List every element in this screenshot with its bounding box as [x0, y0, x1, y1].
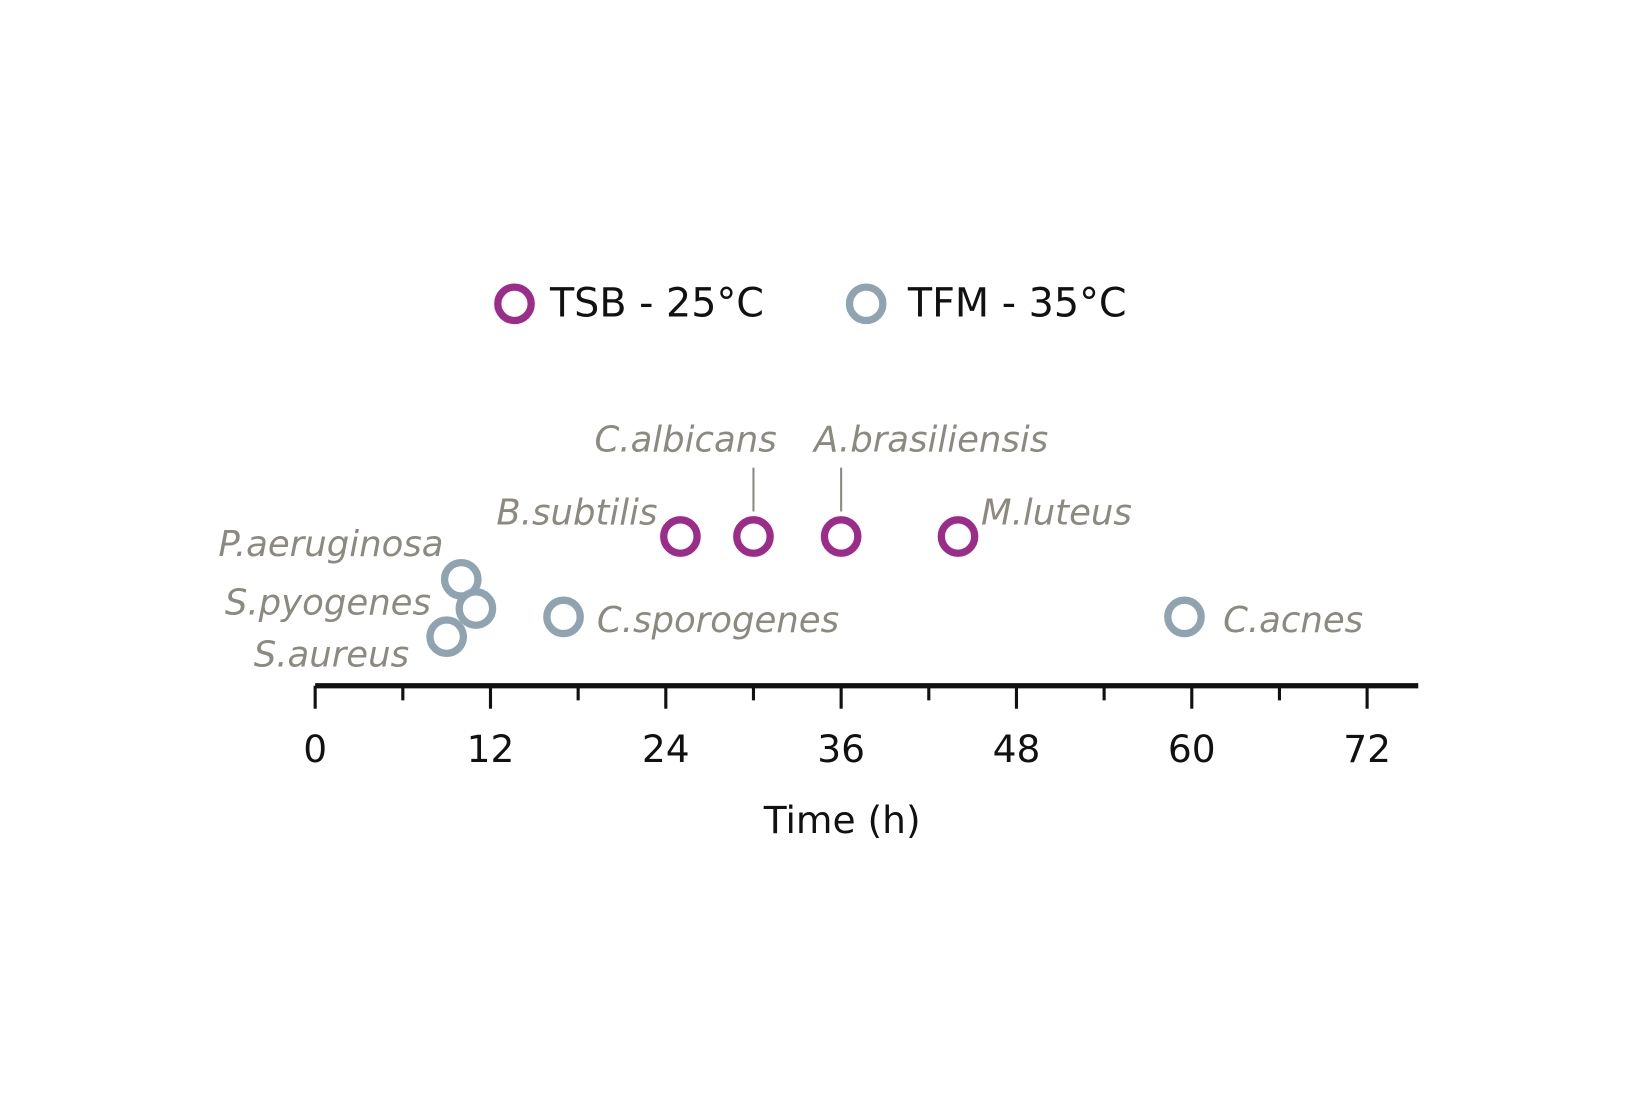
- point-label: C.albicans: [595, 420, 777, 461]
- legend-marker: [845, 283, 887, 325]
- point: [455, 588, 497, 629]
- point: [543, 596, 584, 638]
- point-label: B.subtilis: [496, 493, 657, 534]
- point: [937, 516, 979, 557]
- x-tick-label: 72: [1343, 727, 1391, 771]
- x-tick-label: 60: [1168, 727, 1216, 771]
- legend-label: TSB - 25°C: [549, 280, 764, 326]
- legend-label: TFM - 35°C: [907, 280, 1127, 326]
- x-tick-label: 0: [303, 727, 327, 771]
- x-tick-label: 48: [993, 727, 1041, 771]
- point-label: P.aeruginosa: [218, 524, 443, 565]
- x-tick-label: 24: [642, 727, 690, 771]
- point: [820, 516, 862, 557]
- point-label: S.aureus: [254, 635, 409, 676]
- x-axis-title: Time (h): [763, 798, 921, 842]
- point-label: M.luteus: [981, 493, 1132, 534]
- point-label: C.acnes: [1223, 600, 1363, 641]
- point: [426, 616, 468, 658]
- legend-marker: [494, 283, 535, 325]
- point: [1164, 596, 1205, 638]
- point: [733, 516, 774, 557]
- point-label: C.sporogenes: [597, 600, 839, 641]
- point: [660, 516, 701, 557]
- point-label: S.pyogenes: [225, 582, 431, 623]
- x-tick-label: 36: [817, 727, 865, 771]
- x-tick-label: 12: [467, 727, 515, 771]
- point-label: A.brasiliensis: [812, 420, 1048, 461]
